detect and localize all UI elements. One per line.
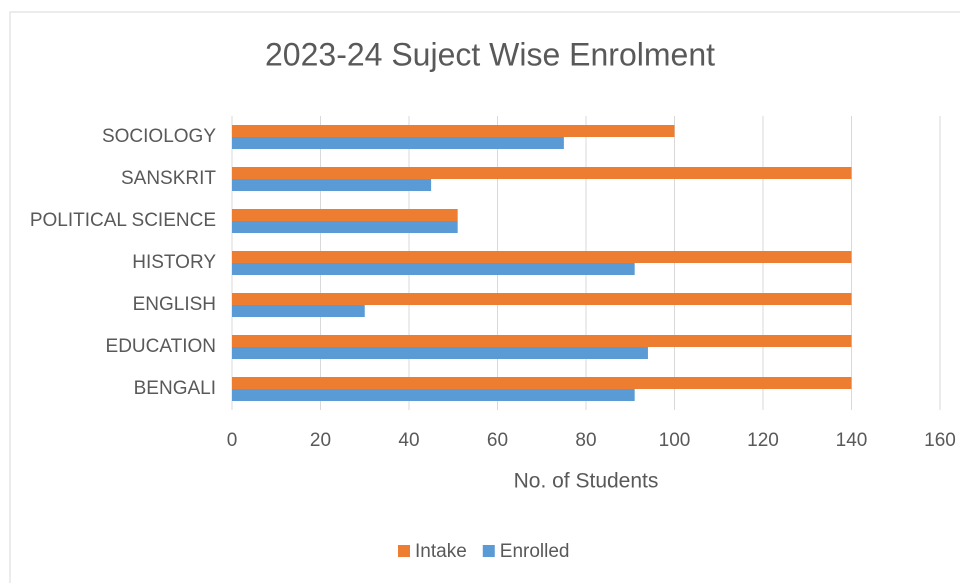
x-tick-label: 60 [487,430,508,451]
y-tick-label: BENGALI [134,378,216,399]
bar [232,179,432,191]
bar [232,305,365,317]
y-tick-label: SOCIOLOGY [102,126,216,147]
x-tick-label: 80 [575,430,596,451]
x-tick-label: 0 [227,430,238,451]
bar [232,263,635,275]
bar [232,293,852,305]
bar [232,335,852,347]
legend-swatch [482,545,495,557]
x-tick-label: 120 [747,430,779,451]
x-tick-label: 160 [924,430,956,451]
x-axis-title: No. of Students [514,470,659,493]
y-tick-label: ENGLISH [133,294,216,315]
x-tick-label: 140 [836,430,868,451]
x-tick-label: 40 [398,430,419,451]
chart-title: 2023-24 Suject Wise Enrolment [265,36,715,72]
bar [232,389,635,401]
y-tick-label: SANSKRIT [121,168,216,189]
bar [232,347,648,359]
y-tick-label: HISTORY [132,252,216,273]
x-tick-label: 20 [310,430,331,451]
y-tick-label: EDUCATION [106,336,216,357]
bar [232,167,852,179]
bar [232,125,675,137]
bar [232,137,564,149]
bar [232,377,852,389]
x-tick-label: 100 [659,430,691,451]
bar [232,209,458,221]
bar [232,251,852,263]
legend-swatch [398,545,410,557]
legend-label: Enrolled [500,541,570,562]
y-tick-label: POLITICAL SCIENCE [30,210,216,231]
bar [232,221,458,233]
legend-label: Intake [415,541,467,562]
